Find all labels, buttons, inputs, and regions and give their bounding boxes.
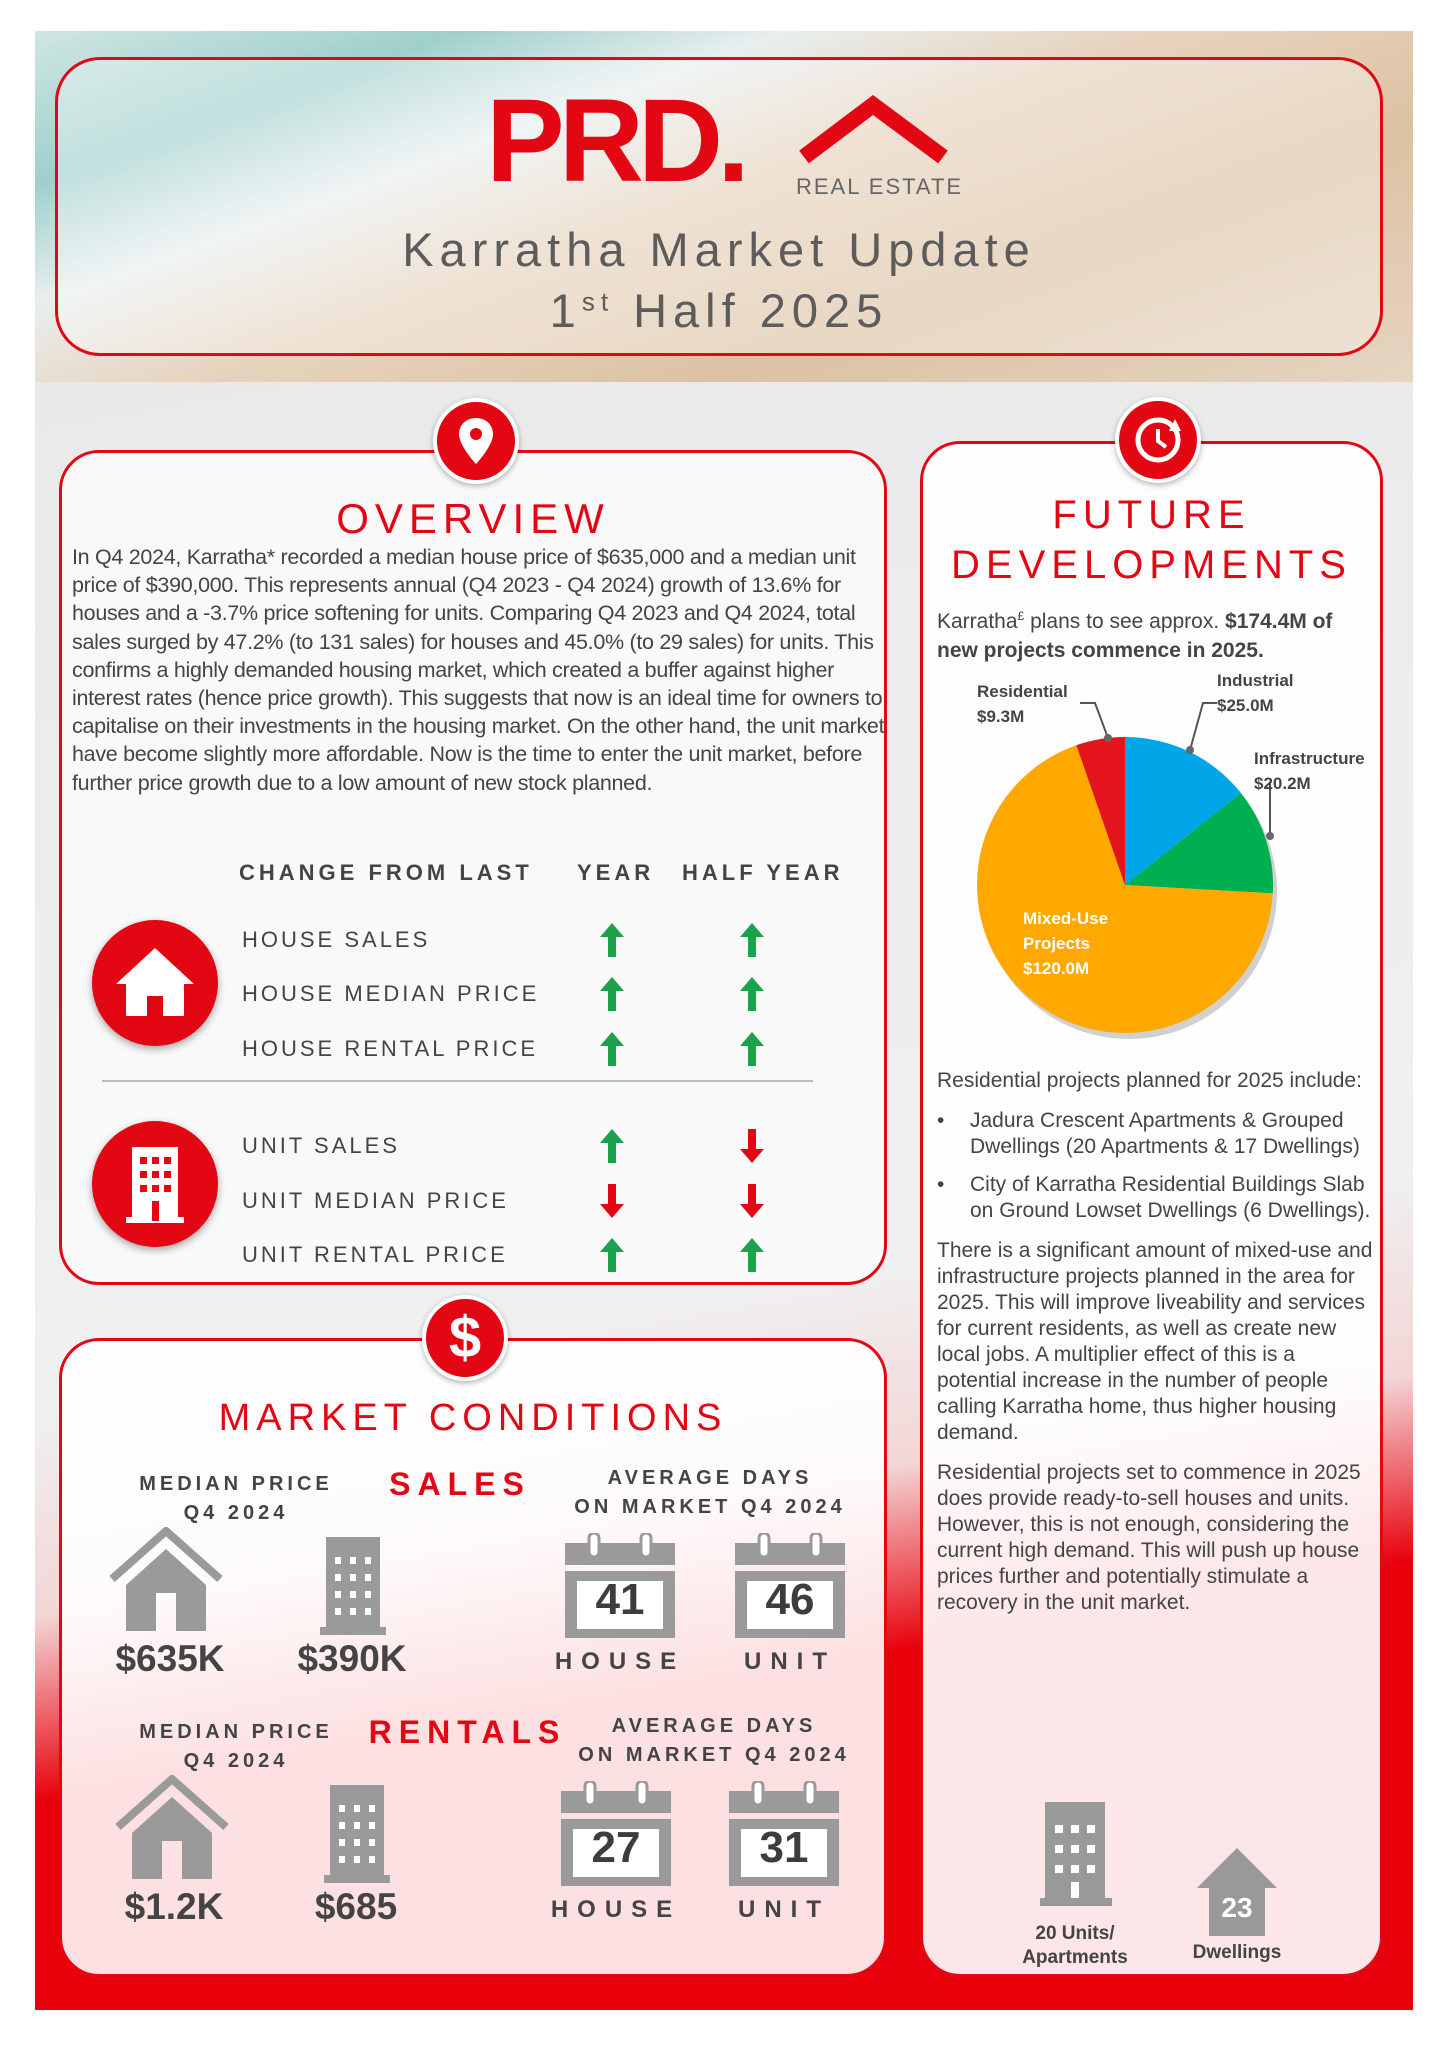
pie-chart (977, 702, 1277, 1039)
list-item: Jadura Crescent Apartments & Grouped Dwe… (937, 1108, 1377, 1160)
calendar-icon: 27 (561, 1779, 671, 1886)
logo-subtext: REAL ESTATE (796, 174, 964, 199)
pie-label-residential: Residential $9.3M (977, 682, 1068, 726)
arrow-down-icon (740, 1129, 764, 1163)
divider (102, 1080, 813, 1082)
house-dwellings-icon (1197, 1848, 1277, 1936)
roof-logo-icon (799, 95, 948, 164)
unit-label: UNIT (744, 1648, 836, 1675)
dollar-icon: $ (422, 1295, 508, 1381)
pie-slice-residential (1076, 737, 1125, 885)
map-pin-icon (433, 398, 519, 484)
prd-logo: PRD. (486, 75, 750, 207)
header-frame (55, 57, 1383, 356)
col-half-year: HALF YEAR (682, 860, 844, 885)
project-list: Jadura Crescent Apartments & Grouped Dwe… (937, 1108, 1377, 1224)
row-label: HOUSE SALES (242, 927, 431, 952)
market-conditions-title: MARKET CONDITIONS (218, 1397, 728, 1439)
arrow-up-icon (740, 1238, 764, 1272)
arrow-down-icon (600, 1184, 624, 1218)
future-title-line1: FUTURE (1052, 493, 1251, 537)
median-house-price: $1.2K (124, 1886, 224, 1927)
building-icon (324, 1785, 390, 1883)
pie-label-infrastructure: Infrastructure $20.2M (1254, 749, 1365, 793)
pie-slice-mixed-use-projects (977, 745, 1273, 1033)
header-banner (35, 31, 1413, 382)
overview-title: OVERVIEW (336, 495, 610, 542)
days-on-market-caption: AVERAGE DAYS ON MARKET Q4 2024 (578, 1715, 850, 1766)
arrow-down-icon (740, 1184, 764, 1218)
building-icon (320, 1537, 386, 1635)
row-label: UNIT SALES (242, 1133, 400, 1158)
unit-label: UNIT (738, 1896, 830, 1923)
row-label: HOUSE MEDIAN PRICE (242, 981, 540, 1006)
leader-line (1189, 702, 1217, 751)
house-label: HOUSE (550, 1896, 682, 1923)
list-item: City of Karratha Residential Buildings S… (937, 1172, 1377, 1224)
apartment-building-icon (1040, 1802, 1112, 1906)
median-unit-price: $685 (314, 1886, 398, 1927)
future-title: FUTURE DEVELOPMENTS (920, 490, 1383, 590)
row-label: UNIT RENTAL PRICE (242, 1242, 508, 1267)
dwellings-count: 23 (1221, 1892, 1253, 1923)
house-icon (109, 1527, 223, 1631)
days-on-market-value: 27 (591, 1823, 641, 1872)
house-label: HOUSE (554, 1648, 686, 1675)
col-change-from-last: CHANGE FROM LAST (239, 860, 533, 885)
days-on-market-caption: AVERAGE DAYS ON MARKET Q4 2024 (574, 1467, 846, 1518)
arrow-up-icon (740, 923, 764, 957)
median-house-price: $635K (115, 1638, 225, 1679)
overview-text: In Q4 2024, Karratha* recorded a median … (72, 545, 885, 795)
pie-slice-industrial (1125, 737, 1241, 885)
calendar-icon: 31 (729, 1779, 839, 1886)
arrow-up-icon (600, 1129, 624, 1163)
commence-paragraph: Residential projects set to commence in … (937, 1461, 1361, 1614)
page-subtitle: 1st Half 2025 (549, 284, 889, 337)
future-title-line2: DEVELOPMENTS (951, 543, 1352, 587)
mixed-use-paragraph: There is a significant amount of mixed-u… (937, 1239, 1373, 1444)
median-price-caption: MEDIAN PRICE Q4 2024 (139, 1473, 333, 1524)
house-icon (115, 1775, 229, 1879)
building-icon (92, 1121, 218, 1247)
clock-icon (1115, 397, 1201, 483)
future-intro: Karratha£ plans to see approx. $174.4M o… (937, 609, 1333, 662)
dwellings-caption: Dwellings (1192, 1942, 1282, 1963)
calendar-icon: 46 (735, 1531, 845, 1638)
pie-slice-infrastructure (1125, 793, 1273, 894)
arrow-up-icon (740, 1032, 764, 1066)
row-label: HOUSE RENTAL PRICE (242, 1036, 539, 1061)
col-year: YEAR (577, 860, 655, 885)
rentals-heading: RENTALS (368, 1714, 567, 1750)
house-icon (92, 920, 218, 1046)
sales-heading: SALES (389, 1466, 531, 1502)
leader-line (1080, 702, 1109, 739)
arrow-up-icon (740, 977, 764, 1011)
future-text: Residential projects planned for 2025 in… (937, 1068, 1377, 1630)
row-label: UNIT MEDIAN PRICE (242, 1188, 509, 1213)
days-on-market-value: 31 (759, 1823, 809, 1872)
page-title: Karratha Market Update (402, 223, 1036, 276)
units-caption: 20 Units/Apartments (1022, 1923, 1128, 1968)
pie-label-industrial: Industrial $25.0M (1217, 671, 1294, 715)
days-on-market-value: 46 (765, 1575, 815, 1624)
days-on-market-value: 41 (595, 1575, 645, 1624)
calendar-icon: 41 (565, 1531, 675, 1638)
arrow-up-icon (600, 977, 624, 1011)
median-unit-price: $390K (297, 1638, 407, 1679)
arrow-up-icon (600, 923, 624, 957)
median-price-caption: MEDIAN PRICE Q4 2024 (139, 1721, 333, 1772)
pie-label-mixed-use: Mixed-Use Projects $120.0M (1023, 909, 1109, 978)
arrow-up-icon (600, 1032, 624, 1066)
residential-intro: Residential projects planned for 2025 in… (937, 1069, 1362, 1092)
arrow-up-icon (600, 1238, 624, 1272)
